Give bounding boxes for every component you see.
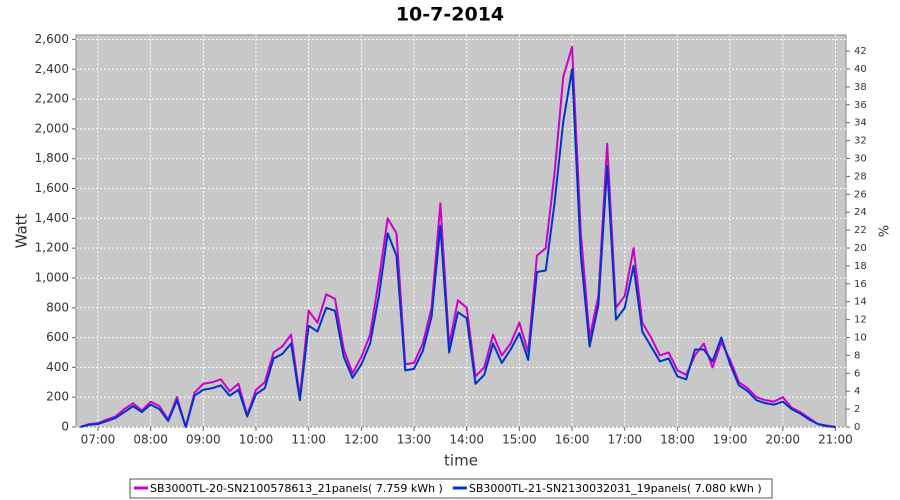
y2-tick-label: 16 xyxy=(854,279,867,290)
y-tick-label: 1,000 xyxy=(35,270,69,284)
x-axis-label: time xyxy=(444,452,478,470)
y-tick-label: 800 xyxy=(46,300,69,314)
y2-tick-label: 6 xyxy=(854,368,860,379)
y-tick-label: 2,000 xyxy=(35,121,69,135)
y-axis-label: Watt xyxy=(13,213,31,248)
series-line xyxy=(80,45,836,428)
y2-tick-label: 22 xyxy=(854,225,867,236)
y2-tick-label: 14 xyxy=(854,297,867,308)
y2-tick-label: 12 xyxy=(854,315,867,326)
y2-tick-label: 40 xyxy=(854,64,867,75)
y2-tick-label: 30 xyxy=(854,154,867,165)
x-tick-label: 17:00 xyxy=(607,433,642,447)
x-tick-label: 14:00 xyxy=(449,433,484,447)
x-tick-label: 16:00 xyxy=(555,433,590,447)
y2-tick-label: 28 xyxy=(854,171,867,182)
y-tick-label: 1,200 xyxy=(35,241,69,255)
y2-tick-label: 8 xyxy=(854,350,860,361)
y-tick-label: 1,400 xyxy=(35,211,69,225)
y2-tick-label: 10 xyxy=(854,333,867,344)
y2-tick-label: 20 xyxy=(854,243,867,254)
y2-tick-label: 42 xyxy=(854,46,867,57)
y2-axis-label: % xyxy=(875,225,890,237)
y2-tick-label: 38 xyxy=(854,82,867,93)
x-tick-label: 19:00 xyxy=(713,433,748,447)
x-tick-label: 10:00 xyxy=(239,433,274,447)
legend-label: SB3000TL-21-SN2130032031_19panels( 7.080… xyxy=(469,482,762,495)
y2-tick-label: 2 xyxy=(854,404,860,415)
x-tick-label: 20:00 xyxy=(765,433,800,447)
y-tick-label: 2,400 xyxy=(35,62,69,76)
y-tick-label: 200 xyxy=(46,390,69,404)
y-tick-label: 0 xyxy=(61,420,69,434)
x-tick-label: 11:00 xyxy=(291,433,326,447)
x-tick-label: 21:00 xyxy=(818,433,853,447)
y2-tick-label: 0 xyxy=(854,422,860,433)
y2-tick-label: 24 xyxy=(854,207,867,218)
x-tick-label: 09:00 xyxy=(186,433,221,447)
y-tick-label: 2,200 xyxy=(35,92,69,106)
plot-area xyxy=(75,34,847,428)
y2-tick-label: 4 xyxy=(854,386,860,397)
x-tick-label: 08:00 xyxy=(133,433,168,447)
legend xyxy=(129,478,773,499)
y2-tick-label: 26 xyxy=(854,189,867,200)
y2-tick-label: 18 xyxy=(854,261,867,272)
y-tick-label: 1,600 xyxy=(35,181,69,195)
y-tick-label: 400 xyxy=(46,360,69,374)
y-tick-label: 2,600 xyxy=(35,32,69,46)
legend-label: SB3000TL-20-SN2100578613_21panels( 7.759… xyxy=(150,482,443,495)
y-tick-label: 600 xyxy=(46,330,69,344)
y2-tick-label: 34 xyxy=(854,118,867,129)
y-tick-label: 1,800 xyxy=(35,151,69,165)
x-tick-label: 15:00 xyxy=(502,433,537,447)
y2-tick-label: 36 xyxy=(854,100,867,111)
x-tick-label: 13:00 xyxy=(397,433,432,447)
series-line xyxy=(80,68,836,428)
chart-title: 10-7-2014 xyxy=(396,4,504,26)
y2-tick-label: 32 xyxy=(854,136,867,147)
x-tick-label: 18:00 xyxy=(660,433,695,447)
x-tick-label: 07:00 xyxy=(81,433,116,447)
x-tick-label: 12:00 xyxy=(344,433,379,447)
